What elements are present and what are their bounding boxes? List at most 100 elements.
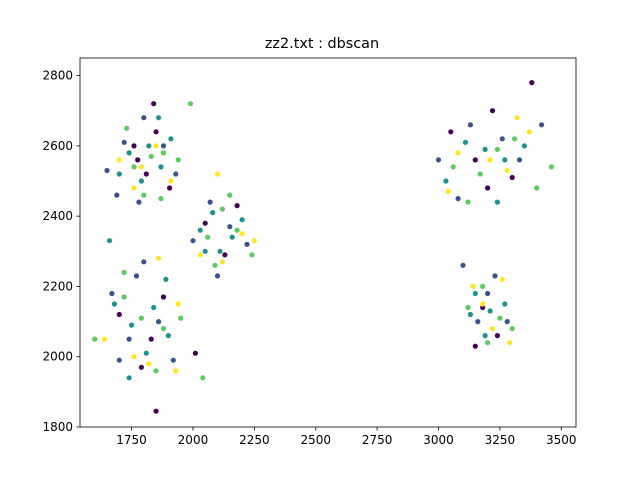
data-point-cluster-2-12	[202, 248, 208, 254]
data-point-cluster-4-15	[102, 336, 108, 342]
data-point-cluster-3-23	[511, 136, 518, 142]
data-point-cluster-1-28	[141, 259, 147, 265]
data-point-cluster-1-22	[539, 122, 545, 128]
data-point-cluster-3-6	[158, 196, 164, 202]
data-point-cluster-0-13	[192, 350, 198, 356]
x-tick-label: 2750	[362, 433, 393, 447]
data-point-cluster-3-12	[227, 192, 233, 198]
data-point-cluster-2-0	[126, 150, 132, 156]
data-point-cluster-0-1	[143, 171, 149, 177]
points-layer	[92, 80, 555, 414]
data-point-cluster-1-1	[121, 139, 127, 145]
data-point-cluster-2-8	[210, 210, 216, 216]
data-point-cluster-2-7	[197, 227, 203, 233]
x-tick-label: 3250	[485, 433, 516, 447]
data-point-cluster-1-18	[455, 196, 461, 202]
x-tick-label: 3500	[546, 433, 577, 447]
data-point-cluster-0-5	[131, 143, 137, 149]
data-point-cluster-3-3	[175, 157, 181, 163]
x-tick-label: 2500	[300, 433, 331, 447]
data-point-cluster-2-10	[239, 217, 245, 223]
data-point-cluster-2-29	[467, 311, 473, 318]
data-point-cluster-2-20	[462, 139, 469, 145]
data-point-cluster-2-3	[168, 136, 174, 142]
data-point-cluster-0-7	[222, 252, 228, 258]
data-point-cluster-0-15	[472, 157, 478, 163]
data-point-cluster-3-25	[548, 164, 555, 170]
data-point-cluster-4-16	[455, 150, 461, 156]
data-point-cluster-3-7	[205, 234, 211, 240]
data-point-cluster-4-1	[153, 143, 159, 149]
y-tick-label: 2800	[42, 69, 73, 83]
data-point-cluster-0-0	[135, 157, 141, 163]
data-point-cluster-3-31	[121, 269, 127, 275]
data-point-cluster-2-28	[482, 333, 488, 339]
data-point-cluster-1-21	[516, 157, 523, 163]
data-point-cluster-3-26	[480, 283, 486, 289]
data-point-cluster-2-24	[494, 199, 500, 205]
y-tick-label: 1800	[42, 420, 73, 434]
data-point-cluster-1-7	[207, 199, 213, 205]
data-point-cluster-3-30	[509, 326, 515, 332]
data-point-cluster-3-14	[138, 315, 144, 321]
data-point-cluster-3-8	[219, 206, 225, 212]
data-point-cluster-4-23	[480, 301, 486, 307]
data-point-cluster-1-20	[499, 136, 505, 142]
data-point-cluster-1-5	[136, 199, 142, 205]
y-tick-label: 2600	[42, 139, 73, 153]
data-point-cluster-0-8	[234, 203, 240, 209]
data-point-cluster-3-21	[477, 171, 483, 177]
data-point-cluster-3-24	[534, 185, 540, 191]
data-point-cluster-0-18	[489, 108, 496, 114]
data-point-cluster-2-30	[163, 276, 169, 282]
data-point-cluster-1-24	[485, 290, 491, 297]
data-point-cluster-4-14	[173, 368, 179, 374]
data-point-cluster-0-3	[167, 185, 173, 191]
data-point-cluster-1-4	[173, 171, 179, 177]
data-point-cluster-1-11	[214, 273, 221, 279]
data-point-cluster-4-22	[489, 326, 496, 332]
data-point-cluster-3-5	[124, 125, 130, 131]
y-tick-label: 2200	[42, 279, 73, 293]
data-point-cluster-1-8	[227, 224, 233, 230]
data-point-cluster-4-5	[214, 171, 221, 177]
data-point-cluster-0-16	[509, 174, 515, 181]
x-axis: 1750 2000 2250 2500 2750 3000 3250 3500	[116, 427, 577, 447]
data-point-cluster-3-32	[465, 199, 471, 205]
data-point-cluster-3-0	[131, 164, 137, 170]
data-point-cluster-2-9	[229, 234, 235, 240]
data-point-cluster-2-14	[129, 322, 135, 328]
data-point-cluster-3-4	[141, 192, 147, 198]
data-point-cluster-4-0	[116, 157, 122, 163]
data-point-cluster-2-31	[126, 375, 132, 381]
data-point-cluster-2-2	[158, 164, 164, 170]
data-point-cluster-1-15	[170, 357, 176, 363]
data-point-cluster-1-29	[116, 357, 122, 363]
data-point-cluster-2-21	[482, 146, 488, 152]
y-axis: 1800 2000 2200 2400 2600 2800	[42, 69, 80, 434]
data-point-cluster-4-12	[156, 255, 162, 261]
data-point-cluster-1-23	[460, 262, 466, 268]
data-point-cluster-0-9	[116, 311, 122, 318]
data-point-cluster-4-3	[168, 178, 174, 184]
data-point-cluster-3-27	[497, 315, 503, 321]
data-point-cluster-0-4	[151, 101, 157, 107]
data-point-cluster-3-18	[92, 336, 98, 342]
data-point-cluster-3-13	[121, 294, 127, 300]
data-point-cluster-4-20	[526, 129, 532, 135]
data-point-cluster-1-17	[435, 157, 442, 163]
data-point-cluster-1-14	[156, 319, 162, 325]
data-point-cluster-1-6	[114, 192, 120, 198]
data-point-cluster-2-23	[521, 143, 528, 149]
data-point-cluster-4-4	[131, 185, 137, 191]
data-point-cluster-0-17	[529, 80, 535, 86]
x-tick-label: 2000	[178, 433, 209, 447]
data-point-cluster-3-1	[148, 153, 154, 159]
data-point-cluster-4-7	[197, 252, 203, 258]
y-tick-label: 2400	[42, 209, 73, 223]
data-point-cluster-4-9	[251, 238, 257, 244]
data-point-cluster-1-3	[160, 143, 167, 149]
x-tick-label: 3000	[423, 433, 454, 447]
data-point-cluster-0-20	[494, 333, 500, 339]
